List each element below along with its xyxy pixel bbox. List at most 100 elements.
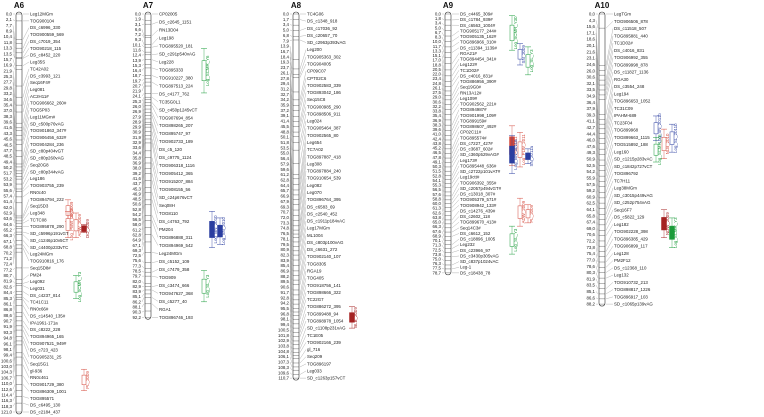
marker-name: DS_c2645_1151 [159,19,192,24]
marker-name: TOG896764_395 [307,197,341,202]
marker-position: 19,3 [280,60,289,65]
marker-leader [22,103,30,131]
marker-position: 36,9 [432,118,441,123]
position-leader [441,78,445,91]
marker-leader [299,256,307,285]
marker-position: 83,5 [586,283,595,288]
marker-leader [299,249,307,281]
marker-name: TC1E05 [307,333,324,338]
marker-leader [299,335,307,349]
position-leader [12,291,16,293]
marker-position: 65,2 [3,228,12,233]
marker-leader [299,199,307,238]
marker-position: 72,0 [280,215,289,220]
marker-name: TOG906899_117 [614,244,648,249]
position-leader [289,313,293,333]
position-leader [141,49,145,53]
marker-position: 13,9 [132,58,141,63]
marker-name: RN0c66# [30,307,49,312]
marker-leader [299,313,307,333]
marker-leader [151,115,159,134]
marker-position: 65,7 [280,188,289,193]
position-leader [595,114,599,144]
marker-position: 81,9 [3,279,12,284]
marker-leader [451,177,460,188]
marker-position: 42,4 [432,136,441,141]
qtl-bar [509,233,515,247]
marker-position: 66,9 [280,194,289,199]
marker-name: TOG910816_176 [30,259,64,264]
position-leader [595,140,599,166]
marker-name: gl-936 [30,368,43,373]
position-leader [289,260,293,290]
marker-name: RN0c461 [30,375,49,380]
position-leader [595,291,599,294]
marker-position: 48,8 [280,129,289,134]
position-leader [141,64,145,66]
marker-position: 85,1 [586,289,595,294]
marker-name: DS_c14276_439# [460,208,496,213]
marker-position: 63,8 [432,215,441,220]
marker-leader [605,246,614,257]
marker-position: 36,4 [586,100,595,105]
marker-leader [299,35,307,37]
marker-position: 7,2 [135,32,142,37]
marker-position: 76,3 [432,261,441,266]
marker-position: 23,4 [432,76,441,81]
marker-leader [22,34,30,49]
marker-leader [151,220,159,238]
marker-leader [22,96,30,124]
marker-name: TOG901863_347# [30,128,67,133]
marker-name: DS_c1784_939# [460,17,493,22]
marker-name: DS_c18896_1005 [460,237,496,242]
position-leader [595,39,599,76]
position-leader [289,110,293,137]
position-leader [441,171,445,184]
marker-name: IPAHM-689 [614,113,637,118]
position-leader [289,281,293,309]
position-leader [141,281,145,284]
linkage-group-title: A9 [443,1,454,10]
marker-name: TOG899663_1115 [614,135,650,140]
marker-leader [451,30,460,37]
marker-position: 25,3 [132,99,141,104]
marker-position: 8,9 [6,29,13,34]
position-leader [289,99,293,127]
position-leader [141,124,145,148]
marker-leader [605,180,614,198]
marker-name: DS_c7479_358 [159,267,190,272]
marker-name: TC35G0L1 [159,99,181,104]
position-leader [289,46,293,60]
marker-leader [451,109,460,126]
qtl-bar [653,122,659,135]
marker-position: 55,9 [586,175,595,180]
marker-name: RGA21# [460,51,477,56]
qtl-label: PN_2011 [513,136,518,155]
marker-name: PM204 [159,227,173,232]
marker-leader [451,171,460,184]
position-leader [12,190,16,197]
marker-position: 23,1 [586,56,595,61]
marker-position: 104,3 [1,370,13,375]
marker-name: DS_c4177_762 [159,91,190,96]
marker-name: TOG894965_165 [30,334,64,339]
marker-position: 18,7 [132,73,141,78]
marker-position: 22,0 [432,72,441,77]
marker-leader [22,75,30,98]
qtl-label: ADW_2009 [77,214,82,237]
marker-name: TC31C09 [614,106,633,111]
position-leader [12,248,16,259]
marker-name: SD_c450p1245vCT [159,107,198,112]
position-leader [289,72,293,100]
marker-leader [151,157,159,182]
marker-position: 64,4 [280,183,289,188]
chromosome-bar [292,11,300,381]
position-leader [595,253,599,263]
position-leader [12,294,16,299]
qtl-label: Log_SCMR_Y3 [673,217,678,248]
marker-leader [451,36,460,42]
position-leader [141,303,145,308]
marker-position: 77,2 [3,267,12,272]
qtl-bar [201,60,207,81]
position-leader [12,59,16,66]
